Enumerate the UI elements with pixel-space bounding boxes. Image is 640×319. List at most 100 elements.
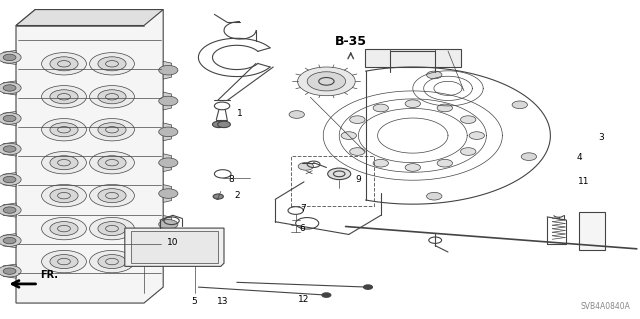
Circle shape (50, 189, 78, 203)
Circle shape (0, 143, 21, 155)
Circle shape (50, 156, 78, 170)
Text: 3: 3 (599, 133, 604, 142)
Circle shape (3, 207, 16, 213)
Circle shape (212, 121, 225, 128)
Text: 6: 6 (300, 224, 305, 233)
Circle shape (159, 127, 178, 137)
Circle shape (427, 192, 442, 200)
Circle shape (98, 222, 126, 236)
Text: 11: 11 (578, 177, 589, 186)
Text: 8: 8 (229, 175, 234, 184)
Circle shape (98, 90, 126, 104)
Circle shape (405, 100, 420, 108)
Circle shape (521, 153, 536, 160)
Circle shape (307, 72, 346, 91)
Circle shape (0, 265, 21, 277)
Circle shape (0, 174, 21, 185)
Polygon shape (163, 246, 172, 264)
Circle shape (298, 67, 355, 96)
Circle shape (90, 119, 134, 141)
Circle shape (298, 163, 314, 170)
Polygon shape (163, 215, 172, 233)
Circle shape (42, 85, 86, 108)
Circle shape (341, 132, 356, 139)
Circle shape (437, 160, 452, 167)
Text: 10: 10 (167, 238, 179, 247)
Text: 9: 9 (356, 175, 361, 184)
Circle shape (328, 168, 351, 180)
Circle shape (90, 218, 134, 240)
Polygon shape (3, 142, 16, 156)
Circle shape (427, 71, 442, 79)
Circle shape (0, 82, 21, 94)
Polygon shape (3, 81, 16, 95)
Text: 2: 2 (234, 191, 239, 200)
Polygon shape (16, 10, 163, 303)
Circle shape (3, 54, 16, 61)
Circle shape (3, 176, 16, 183)
Circle shape (0, 204, 21, 216)
Polygon shape (163, 185, 172, 203)
Circle shape (50, 255, 78, 269)
Bar (579, 212, 605, 250)
Text: 1: 1 (237, 109, 243, 118)
Circle shape (98, 57, 126, 71)
Bar (291, 156, 374, 206)
Circle shape (349, 148, 365, 155)
Circle shape (159, 189, 178, 198)
Text: B-35: B-35 (335, 35, 367, 48)
Circle shape (3, 146, 16, 152)
Circle shape (0, 113, 21, 124)
Circle shape (322, 293, 331, 297)
Circle shape (159, 65, 178, 75)
Circle shape (50, 90, 78, 104)
Circle shape (364, 285, 372, 289)
Circle shape (50, 57, 78, 71)
Circle shape (50, 222, 78, 236)
Circle shape (42, 119, 86, 141)
Circle shape (90, 53, 134, 75)
Polygon shape (131, 231, 218, 263)
Circle shape (42, 152, 86, 174)
Circle shape (437, 104, 452, 112)
Circle shape (159, 250, 178, 260)
Polygon shape (3, 234, 16, 248)
Text: SVB4A0840A: SVB4A0840A (580, 302, 630, 311)
Circle shape (98, 156, 126, 170)
Polygon shape (163, 154, 172, 172)
Polygon shape (163, 61, 172, 79)
Polygon shape (16, 10, 163, 26)
Circle shape (373, 160, 388, 167)
Circle shape (42, 250, 86, 273)
Circle shape (0, 235, 21, 246)
Polygon shape (163, 92, 172, 110)
Circle shape (42, 218, 86, 240)
Circle shape (50, 123, 78, 137)
Circle shape (3, 115, 16, 122)
Circle shape (373, 104, 388, 112)
Circle shape (90, 85, 134, 108)
Circle shape (461, 116, 476, 123)
Circle shape (90, 184, 134, 207)
Circle shape (159, 158, 178, 167)
Circle shape (405, 164, 420, 171)
Polygon shape (125, 228, 224, 266)
Text: 5: 5 (191, 297, 196, 306)
Circle shape (289, 111, 305, 118)
Polygon shape (3, 111, 16, 125)
Circle shape (90, 152, 134, 174)
Circle shape (349, 116, 365, 123)
Circle shape (0, 52, 21, 63)
Circle shape (512, 101, 527, 108)
Circle shape (42, 53, 86, 75)
Circle shape (213, 194, 223, 199)
Polygon shape (3, 50, 16, 64)
Text: FR.: FR. (40, 270, 58, 280)
Circle shape (3, 85, 16, 91)
Circle shape (159, 96, 178, 106)
Circle shape (461, 148, 476, 155)
Polygon shape (163, 123, 172, 141)
Polygon shape (365, 49, 461, 67)
Text: 13: 13 (217, 297, 228, 306)
Circle shape (90, 250, 134, 273)
